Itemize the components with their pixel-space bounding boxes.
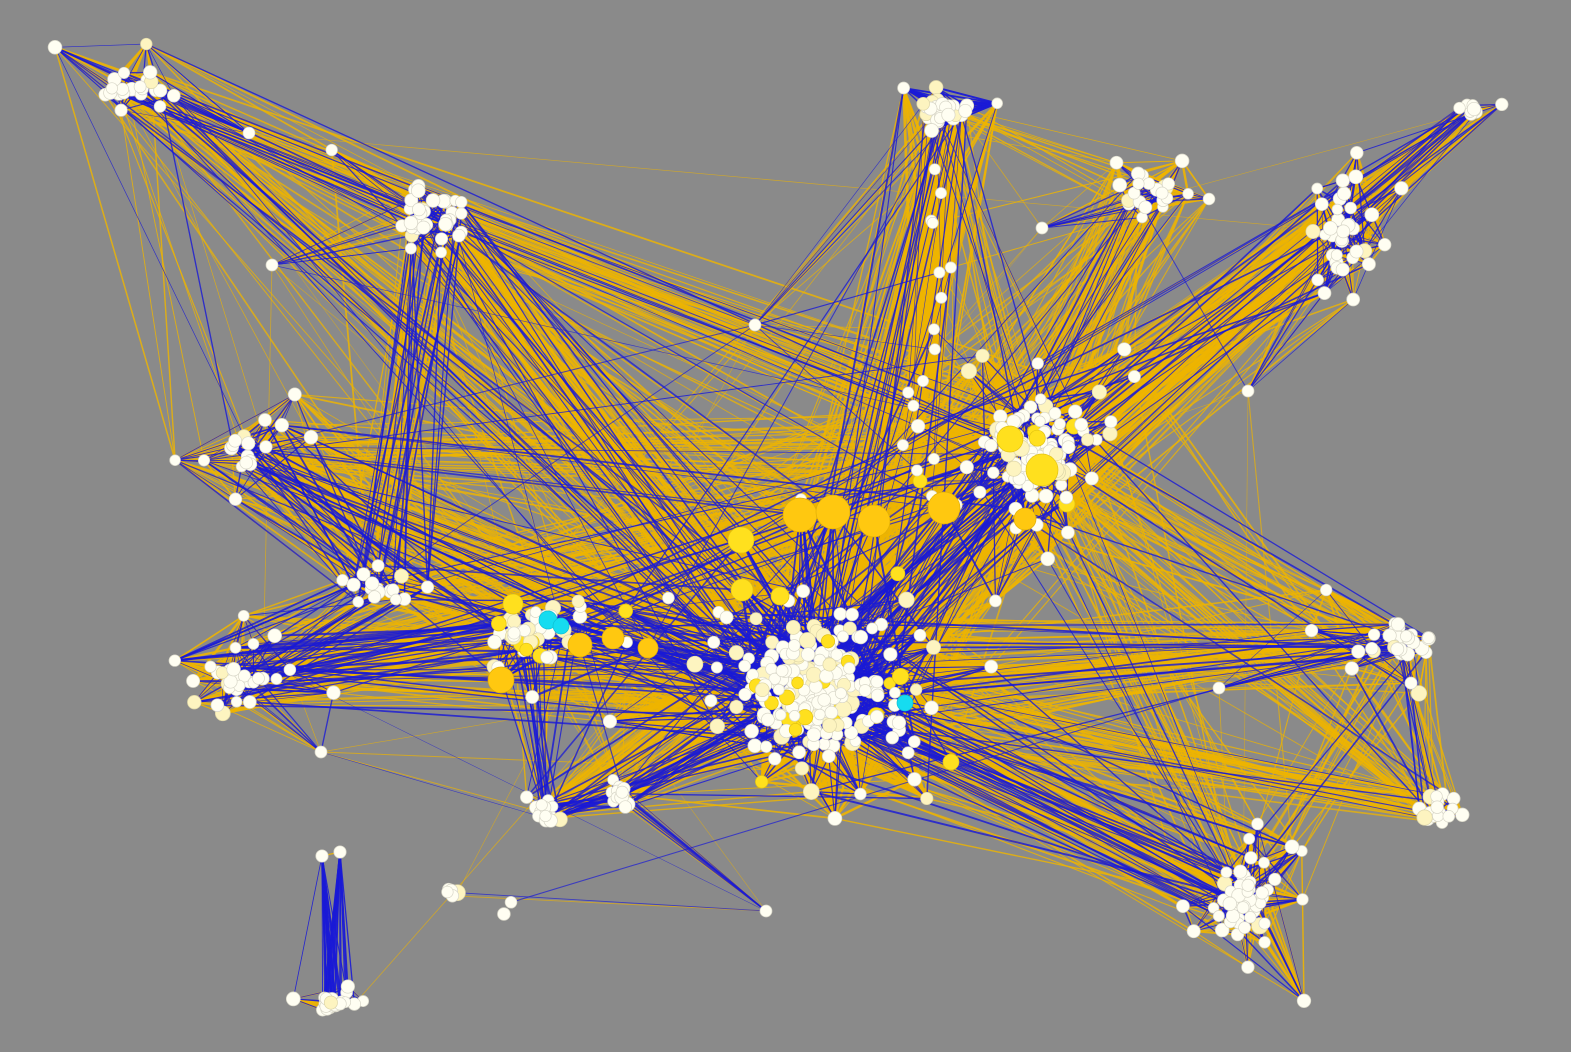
graph-edge-weak — [761, 780, 927, 800]
graph-edge-weak — [54, 46, 147, 81]
graph-edge-weak — [174, 615, 245, 662]
